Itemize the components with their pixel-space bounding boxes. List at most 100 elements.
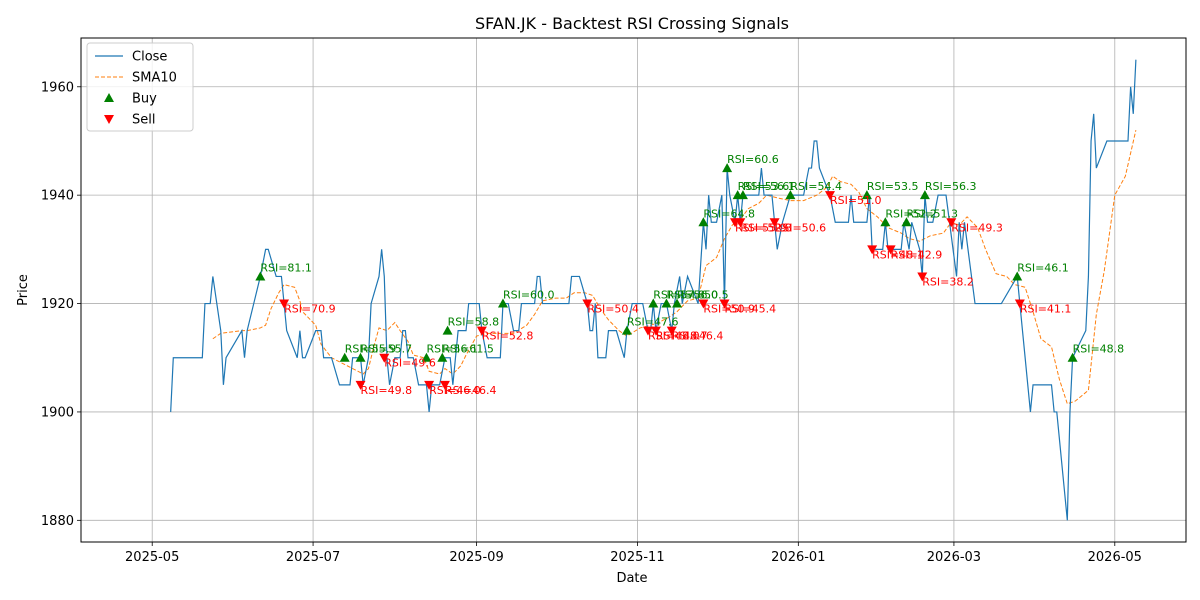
sma10-line	[212, 130, 1137, 405]
legend-label-close: Close	[132, 50, 167, 65]
buy-marker	[785, 190, 796, 200]
sell-marker	[946, 218, 957, 228]
x-axis-title: Date	[616, 571, 647, 586]
buy-annotation: RSI=48.8	[1073, 343, 1125, 356]
sell-marker	[279, 299, 290, 309]
buy-marker	[880, 217, 891, 227]
legend-label-buy: Buy	[132, 92, 157, 107]
sell-marker	[476, 326, 487, 336]
sell-annotation: RSI=49.6	[384, 357, 436, 370]
plot-area-frame	[80, 37, 1187, 543]
sell-annotation: RSI=41.1	[1020, 303, 1072, 316]
buy-annotation: RSI=57.8	[653, 289, 705, 302]
legend-box	[86, 42, 194, 132]
y-axis-title: Price	[16, 274, 31, 306]
x-tick-label: 2025-05	[125, 550, 179, 565]
buy-marker	[497, 298, 508, 308]
buy-annotation: RSI=50.5	[677, 289, 729, 302]
sell-marker	[439, 380, 450, 390]
y-tick-label: 1960	[41, 80, 74, 95]
x-tick-label: 2026-01	[771, 550, 825, 565]
buy-marker	[722, 163, 733, 173]
buy-annotation: RSI=81.1	[260, 261, 312, 274]
sell-annotation: RSI=52.8	[740, 221, 792, 234]
signal-markers	[255, 163, 1078, 390]
sell-annotation: RSI=70.9	[284, 303, 336, 316]
sell-annotation: RSI=50.6	[775, 221, 827, 234]
buy-annotation: RSI=55.9	[345, 343, 397, 356]
sell-marker	[650, 326, 661, 336]
sell-annotation: RSI=52.8	[482, 330, 534, 343]
legend: Close SMA10 Buy Sell	[86, 42, 194, 132]
sell-annotation: RSI=55.9	[735, 221, 787, 234]
buy-marker	[621, 325, 632, 335]
buy-marker	[901, 217, 912, 227]
sell-annotation: RSI=46.4	[445, 384, 497, 397]
buy-marker	[355, 352, 366, 362]
sell-annotation: RSI=48.0	[648, 330, 700, 343]
buy-annotation: RSI=53.6	[738, 180, 790, 193]
x-tick-label: 2025-09	[449, 550, 503, 565]
sell-annotation: RSI=45.4	[724, 303, 776, 316]
sell-marker	[735, 218, 746, 228]
buy-annotation: RSI=60.6	[727, 153, 779, 166]
buy-marker	[442, 325, 453, 335]
x-tick-label: 2025-11	[610, 550, 664, 565]
buy-annotation: RSI=51.3	[906, 207, 958, 220]
buy-annotation: RSI=56.0	[666, 289, 718, 302]
buy-annotation: RSI=60.0	[503, 289, 555, 302]
sell-annotation: RSI=42.9	[891, 248, 943, 261]
sell-annotation: RSI=50.9	[703, 303, 755, 316]
legend-sell-swatch	[104, 115, 114, 124]
buy-annotation: RSI=58.8	[448, 316, 500, 329]
sma10-series	[212, 130, 1137, 405]
sell-annotation: RSI=46.4	[672, 330, 724, 343]
sell-marker	[643, 326, 654, 336]
sell-annotation: RSI=51.0	[830, 194, 882, 207]
buy-marker	[1012, 271, 1023, 281]
buy-marker	[437, 352, 448, 362]
sell-annotation: RSI=46.0	[429, 384, 481, 397]
sell-marker	[719, 299, 730, 309]
sell-annotation: RSI=50.4	[587, 303, 639, 316]
buy-annotation: RSI=53.5	[867, 180, 919, 193]
buy-marker	[421, 352, 432, 362]
axis-ticks: 2025-05 2025-07 2025-09 2025-11 2026-01 2026-…	[41, 80, 1142, 565]
chart-title: SFAN.JK - Backtest RSI Crossing Signals	[475, 14, 789, 33]
sell-marker	[666, 326, 677, 336]
y-tick-label: 1940	[41, 189, 74, 204]
buy-marker	[648, 298, 659, 308]
sell-marker	[424, 380, 435, 390]
legend-label-sell: Sell	[132, 113, 155, 128]
buy-annotation: RSI=61.5	[442, 343, 494, 356]
sell-annotation: RSI=48.1	[872, 248, 924, 261]
sell-marker	[769, 218, 780, 228]
buy-annotation: RSI=46.1	[1017, 261, 1069, 274]
buy-annotation: RSI=56.3	[925, 180, 977, 193]
sell-annotation: RSI=49.8	[361, 384, 413, 397]
buy-annotation: RSI=56.1	[426, 343, 478, 356]
sell-marker	[698, 299, 709, 309]
buy-annotation: RSI=52.2	[885, 207, 937, 220]
y-tick-label: 1880	[41, 514, 74, 529]
buy-marker	[861, 190, 872, 200]
x-tick-label: 2026-03	[927, 550, 981, 565]
sell-marker	[824, 191, 835, 201]
buy-marker	[919, 190, 930, 200]
legend-label-sma10: SMA10	[132, 71, 177, 86]
x-tick-label: 2025-07	[286, 550, 340, 565]
sell-marker	[885, 245, 896, 255]
sell-annotation: RSI=49.3	[951, 221, 1003, 234]
sell-marker	[1014, 299, 1025, 309]
y-tick-label: 1920	[41, 297, 74, 312]
buy-marker	[255, 271, 266, 281]
sell-marker	[379, 353, 390, 363]
legend-buy-swatch	[104, 93, 114, 102]
x-tick-label: 2026-05	[1088, 550, 1142, 565]
buy-marker	[661, 298, 672, 308]
sell-marker	[917, 272, 928, 282]
